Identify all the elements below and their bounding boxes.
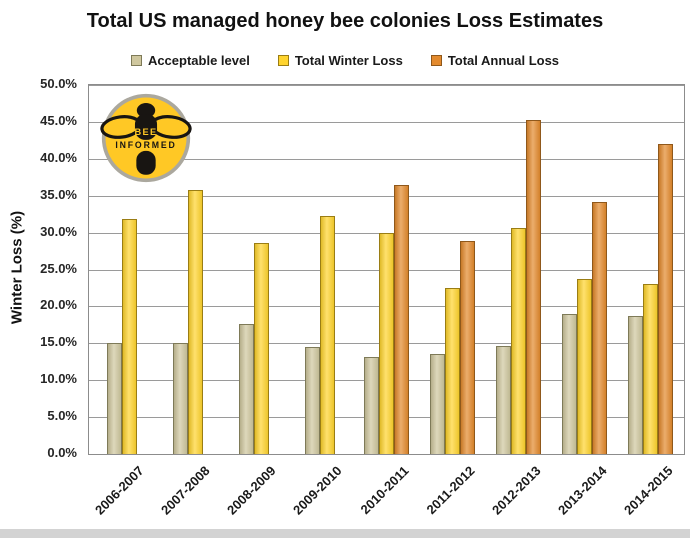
bar-total-winter-loss-2009-2010 [320,216,336,454]
bar-group-2011-2012 [420,85,486,454]
logo-text-informed: INFORMED [115,140,176,150]
bar-group-2014-2015 [618,85,684,454]
y-tick-50.0%: 50.0% [40,76,77,91]
bar-acceptable-level-2006-2007 [107,343,123,454]
y-tick-40.0%: 40.0% [40,149,77,165]
bar-total-winter-loss-2010-2011 [378,233,394,454]
bar-group-2010-2011 [353,85,419,454]
plot-area [88,84,685,455]
total-winter-loss-swatch-icon [277,55,289,66]
y-tick-0.0%: 0.0% [47,445,77,460]
bar-group-2009-2010 [287,85,353,454]
bar-total-annual-loss-2012-2013 [526,120,542,454]
bee-icon: BEE INFORMED [100,103,192,175]
bar-total-annual-loss-2011-2012 [460,240,476,454]
legend-item-acceptable-level: Acceptable level [130,53,250,68]
bar-acceptable-level-2014-2015 [628,316,644,454]
bar-total-annual-loss-2014-2015 [658,144,674,454]
bar-groups [89,85,684,454]
bar-group-2012-2013 [486,85,552,454]
bar-total-winter-loss-2013-2014 [577,279,593,454]
y-tick-5.0%: 5.0% [47,408,77,424]
chart-title: Total US managed honey bee colonies Loss… [86,10,604,32]
bee-informed-logo: BEE INFORMED [100,93,192,183]
bar-total-winter-loss-2007-2008 [188,189,204,454]
gridline [89,85,684,86]
bar-group-2008-2009 [221,85,287,454]
bar-total-winter-loss-2014-2015 [643,283,659,454]
bar-total-annual-loss-2010-2011 [393,185,409,454]
legend-item-total-annual-loss: Total Annual Loss [430,53,560,68]
gridline [89,195,684,197]
gridline [89,232,684,234]
bar-total-winter-loss-2011-2012 [445,287,461,454]
bar-acceptable-level-2008-2009 [239,324,255,454]
legend: Acceptable level Total Winter Loss Total… [0,53,690,68]
bar-acceptable-level-2012-2013 [496,346,512,454]
y-tick-35.0%: 35.0% [40,186,77,202]
bar-total-winter-loss-2012-2013 [511,228,527,454]
bar-group-2007-2008 [155,85,221,454]
y-tick-45.0%: 45.0% [40,112,77,128]
y-tick-30.0%: 30.0% [40,223,77,239]
bar-group-2006-2007 [89,85,155,454]
acceptable-level-swatch-icon [130,55,142,66]
gridline [89,158,684,160]
y-tick-15.0%: 15.0% [40,334,77,350]
bar-acceptable-level-2009-2010 [305,347,321,454]
bar-acceptable-level-2011-2012 [430,353,446,454]
bar-total-winter-loss-2008-2009 [254,242,270,454]
bar-total-annual-loss-2013-2014 [592,202,608,454]
legend-label: Total Annual Loss [447,53,560,68]
y-tick-25.0%: 25.0% [40,260,77,276]
legend-label: Total Winter Loss [294,53,403,68]
y-tick-20.0%: 20.0% [40,297,77,313]
bar-group-2013-2014 [552,85,618,454]
bar-acceptable-level-2010-2011 [363,356,379,454]
legend-label: Acceptable level [147,53,250,68]
legend-item-total-winter-loss: Total Winter Loss [277,53,403,68]
bar-total-winter-loss-2006-2007 [122,219,138,454]
total-annual-loss-swatch-icon [430,55,442,66]
y-tick-10.0%: 10.0% [40,371,77,387]
window-edge-strip [0,529,690,538]
bar-acceptable-level-2013-2014 [562,313,578,454]
logo-text-bee: BEE [134,127,157,137]
gridline [89,121,684,123]
bar-acceptable-level-2007-2008 [173,343,189,454]
